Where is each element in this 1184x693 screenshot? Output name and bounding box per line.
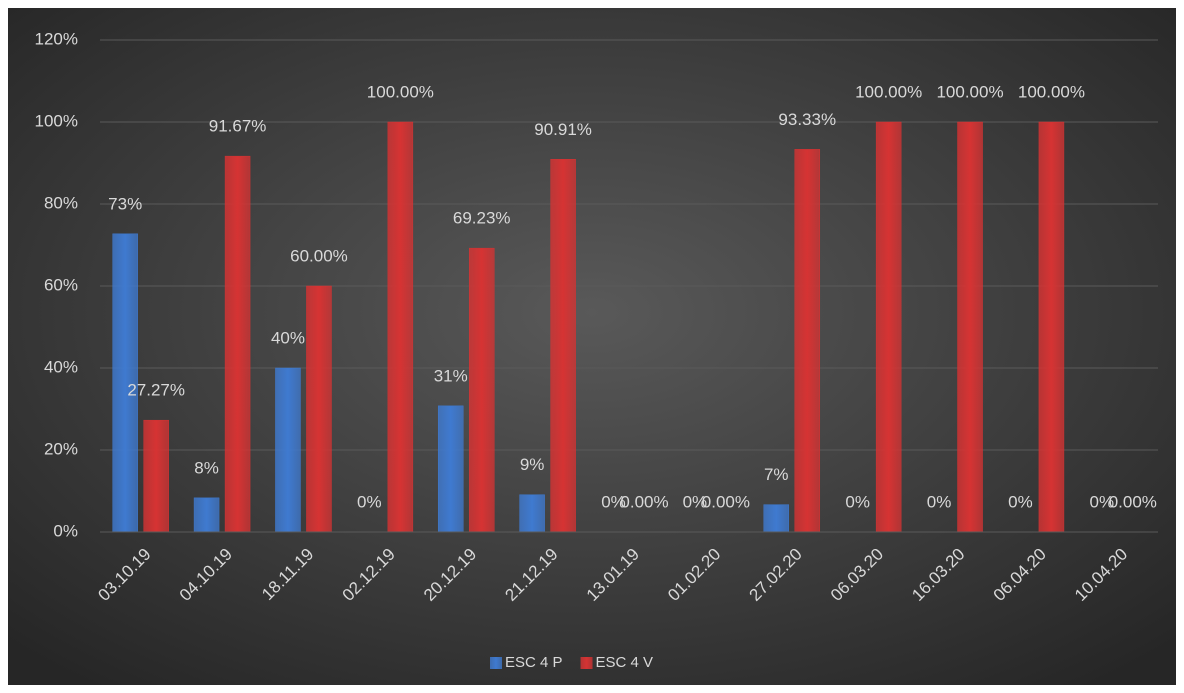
data-label: 0%	[1090, 492, 1115, 511]
data-label: 7%	[764, 465, 789, 484]
bar	[387, 121, 414, 533]
data-label: 0%	[1008, 492, 1033, 511]
y-tick-label: 0%	[53, 521, 78, 540]
legend-label: ESC 4 V	[596, 654, 654, 671]
bar	[112, 233, 138, 533]
data-label: 73%	[108, 194, 142, 213]
data-label: 69.23%	[453, 209, 511, 228]
bar	[875, 121, 902, 533]
data-label: 0%	[601, 492, 626, 511]
data-label: 100.00%	[936, 82, 1003, 101]
data-label: 91.67%	[209, 117, 267, 136]
legend-swatch	[490, 657, 502, 669]
y-tick-label: 80%	[44, 193, 78, 212]
data-label: 27.27%	[127, 381, 185, 400]
bar	[306, 285, 332, 533]
bar	[519, 494, 545, 533]
bar	[275, 367, 301, 533]
data-label: 100.00%	[855, 82, 922, 101]
y-tick-label: 120%	[35, 29, 78, 48]
bar	[468, 247, 495, 533]
bar	[763, 504, 790, 533]
data-label: 0.00%	[702, 492, 750, 511]
y-tick-label: 60%	[44, 275, 78, 294]
legend-label: ESC 4 P	[505, 654, 563, 671]
bar	[1038, 121, 1065, 533]
data-label: 0.00%	[620, 492, 668, 511]
y-tick-label: 20%	[44, 439, 78, 458]
y-tick-label: 100%	[35, 111, 78, 130]
data-label: 93.33%	[778, 110, 836, 129]
data-label: 31%	[434, 366, 468, 385]
data-label: 0.00%	[1109, 492, 1157, 511]
bar	[550, 159, 576, 533]
legend-swatch	[580, 657, 593, 669]
data-label: 8%	[194, 458, 219, 477]
data-label: 100.00%	[367, 82, 434, 101]
bar	[224, 155, 251, 533]
bar	[437, 405, 464, 533]
bar	[193, 497, 220, 533]
data-label: 0%	[927, 492, 952, 511]
bar	[957, 121, 983, 533]
data-label: 100.00%	[1018, 82, 1085, 101]
bar	[794, 149, 821, 533]
y-tick-label: 40%	[44, 357, 78, 376]
data-label: 60.00%	[290, 246, 348, 265]
data-label: 0%	[845, 492, 870, 511]
data-label: 90.91%	[534, 120, 592, 139]
data-label: 0%	[357, 492, 382, 511]
data-label: 0%	[683, 492, 708, 511]
bar	[143, 419, 169, 533]
data-label: 9%	[520, 455, 545, 474]
data-label: 40%	[271, 328, 305, 347]
